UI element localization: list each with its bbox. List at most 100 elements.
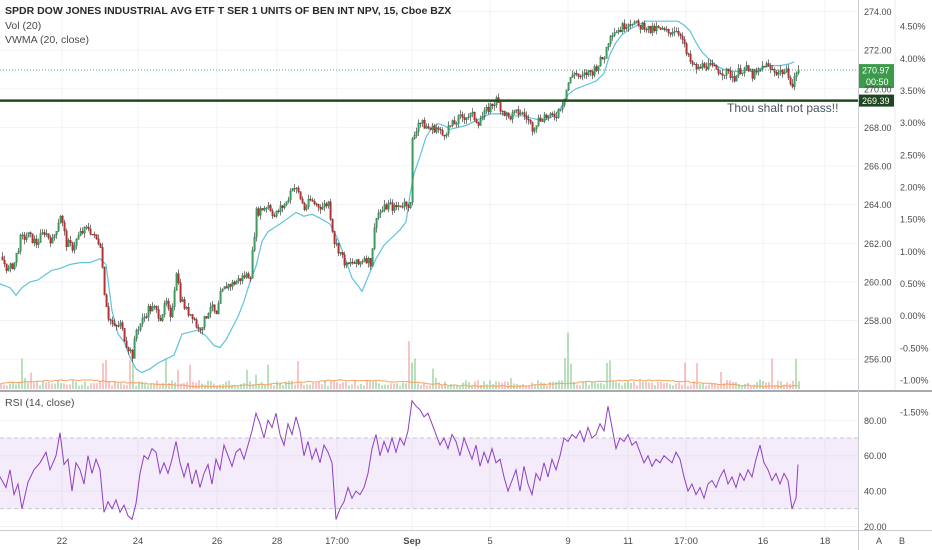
candle-body [435, 127, 438, 133]
chart-annotation: Thou shalt not pass!! [727, 101, 839, 115]
candle-body [89, 228, 92, 235]
volume-bar [357, 385, 359, 389]
candle-body [313, 201, 316, 205]
time-tick-label: 18 [820, 536, 831, 547]
candle-body [789, 77, 792, 85]
volume-bar [258, 384, 260, 389]
volume-bar [288, 380, 290, 389]
volume-bar [399, 385, 401, 389]
candle-body [121, 322, 124, 329]
candle-body [601, 57, 604, 60]
candle-body [209, 306, 212, 314]
candle-body [229, 284, 232, 287]
volume-bar [123, 384, 125, 389]
candle-body [185, 307, 188, 309]
candle-body [51, 237, 54, 244]
candle-body [535, 125, 538, 129]
candle-body [453, 120, 456, 125]
volume-bar [600, 382, 602, 389]
candle-body [189, 314, 192, 316]
candle-body [19, 235, 22, 252]
volume-bar [441, 385, 443, 389]
price-tick-label: 258.00 [864, 316, 892, 326]
volume-bar [264, 384, 266, 389]
candle-body [289, 190, 292, 201]
candle-body [573, 73, 576, 76]
candle-body [681, 35, 684, 40]
candle-body [243, 275, 246, 278]
volume-bar [72, 380, 74, 389]
candle-body [637, 20, 640, 26]
volume-bar [282, 385, 284, 389]
candle-body [611, 35, 614, 37]
candle-body [503, 110, 506, 116]
candle-body [129, 349, 132, 352]
candle-body [643, 23, 646, 30]
rsi-indicator-label: RSI (14, close) [5, 397, 75, 409]
price-tick-label: 268.00 [864, 123, 892, 133]
price-tick-label: 262.00 [864, 239, 892, 249]
volume-bar [21, 358, 23, 389]
volume-bar [252, 384, 254, 389]
volume-bar [348, 385, 350, 389]
candle-body [123, 328, 126, 342]
candle-body [287, 199, 290, 202]
candle-body [303, 203, 306, 210]
candle-body [519, 112, 522, 115]
volume-bar [297, 361, 299, 389]
volume-bar [408, 341, 410, 389]
candle-body [603, 58, 606, 60]
candle-body [741, 72, 744, 74]
volume-bar [327, 385, 329, 389]
volume-bar [483, 381, 485, 389]
candle-body [181, 299, 184, 302]
volume-bar [360, 384, 362, 389]
candle-body [419, 122, 422, 124]
candle-body [155, 306, 158, 310]
candle-body [1, 256, 4, 261]
volume-bar [792, 380, 794, 389]
candle-body [131, 349, 134, 359]
volume-bar [591, 381, 593, 389]
volume-bar [168, 383, 170, 389]
volume-bar [180, 383, 182, 389]
percent-tick-label: -0.50% [900, 343, 929, 353]
volume-bar [681, 384, 683, 389]
volume-bar [606, 362, 608, 389]
candle-body [745, 65, 748, 69]
candle-body [751, 70, 754, 79]
volume-bar [477, 380, 479, 389]
volume-bar [6, 385, 8, 389]
axis-mode-label: B [899, 536, 905, 546]
percent-tick-label: 1.50% [900, 215, 926, 225]
volume-bar [159, 385, 161, 389]
volume-bar [141, 381, 143, 389]
candle-body [481, 116, 484, 121]
candle-body [349, 262, 352, 265]
percent-tick-label: 3.00% [900, 118, 926, 128]
volume-bar [87, 385, 89, 389]
candle-body [95, 234, 98, 239]
candle-body [235, 281, 238, 285]
candle-body [125, 340, 128, 348]
candle-body [183, 299, 186, 309]
candle-body [529, 119, 532, 123]
volume-bar [585, 381, 587, 389]
candle-body [755, 70, 758, 73]
candle-body [201, 327, 204, 331]
candle-body [577, 73, 580, 77]
candle-body [417, 122, 420, 132]
candle-body [283, 204, 286, 208]
candle-body [517, 109, 520, 115]
percent-tick-label: 2.50% [900, 150, 926, 160]
candle-body [587, 70, 590, 76]
volume-bar [372, 381, 374, 389]
candle-body [389, 202, 392, 204]
volume-bar [702, 382, 704, 389]
volume-bar [429, 385, 431, 389]
candle-body [773, 69, 776, 73]
candle-body [5, 263, 8, 271]
candle-body [545, 114, 548, 118]
volume-bar [510, 378, 512, 389]
candle-body [711, 63, 714, 66]
